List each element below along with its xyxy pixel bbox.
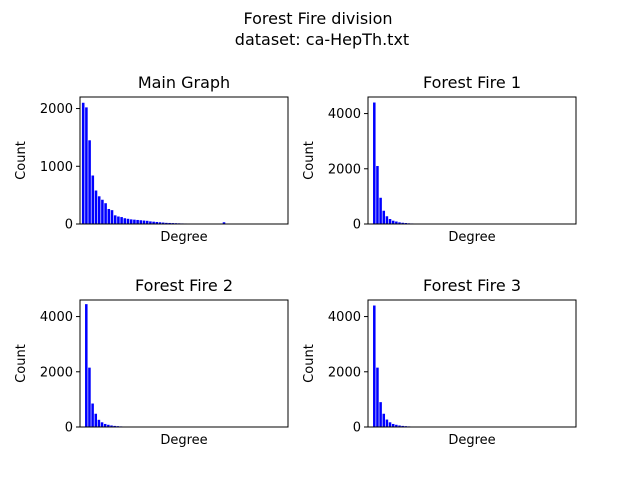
bar — [391, 423, 395, 427]
bar — [100, 422, 104, 427]
bar — [94, 413, 98, 427]
bar — [107, 208, 111, 224]
bar — [155, 221, 159, 224]
bar — [88, 140, 91, 224]
x-axis-label: Degree — [448, 230, 495, 245]
bar — [152, 221, 155, 224]
y-tick-label: 2000 — [328, 162, 361, 177]
y-tick-label: 0 — [353, 421, 361, 436]
bar — [107, 424, 110, 427]
subplot-title: Main Graph — [138, 73, 230, 92]
y-tick-label: 0 — [353, 218, 361, 233]
bar — [81, 102, 85, 224]
subplot-title: Forest Fire 3 — [423, 276, 521, 295]
y-axis-label: Count — [14, 344, 29, 383]
bar — [165, 222, 168, 224]
bar — [398, 222, 401, 224]
plot-frame — [79, 96, 289, 225]
subplot-title: Forest Fire 2 — [135, 276, 233, 295]
plot-frame — [367, 96, 577, 225]
bar — [161, 222, 165, 224]
bar — [123, 218, 127, 224]
bar — [401, 425, 404, 427]
y-tick-label: 4000 — [328, 310, 361, 325]
bar — [401, 222, 404, 224]
bar — [97, 419, 101, 427]
bar — [395, 221, 398, 224]
x-axis-label: Degree — [160, 230, 207, 245]
y-tick-label: 0 — [65, 218, 73, 233]
bar — [113, 215, 117, 224]
x-axis-label: Degree — [160, 433, 207, 448]
bar — [385, 419, 389, 427]
bar — [103, 423, 107, 427]
y-tick-label: 2000 — [328, 365, 361, 380]
figure-title-line1: Forest Fire division — [243, 9, 392, 28]
y-axis-label: Count — [14, 141, 29, 180]
bar — [379, 402, 382, 427]
bar — [395, 424, 398, 427]
subplot-main-graph: 0 1000 2000 Main Graph Degree Count — [14, 73, 289, 245]
bar — [388, 219, 392, 224]
bar — [373, 102, 376, 224]
y-axis-label: Count — [302, 344, 317, 383]
y-tick-label: 1000 — [40, 160, 73, 175]
bar — [110, 210, 114, 224]
bar — [85, 107, 88, 224]
bar — [91, 175, 95, 224]
y-tick-label: 4000 — [40, 310, 73, 325]
bar — [120, 217, 123, 224]
bar — [104, 203, 107, 224]
y-tick-label: 4000 — [328, 107, 361, 122]
bar — [158, 222, 162, 224]
subplot-forest-fire-3: 0 2000 4000 Forest Fire 3 Degree Count — [302, 276, 577, 448]
bar — [85, 304, 88, 427]
bar — [129, 219, 133, 224]
subplot-forest-fire-1: 0 2000 4000 Forest Fire 1 Degree Count — [302, 73, 577, 245]
bar — [133, 219, 136, 224]
bar — [222, 222, 226, 224]
bar — [388, 422, 392, 427]
bar — [126, 218, 130, 224]
bar — [101, 199, 104, 224]
bar — [379, 197, 382, 224]
bar — [382, 413, 386, 427]
subplot-title: Forest Fire 1 — [423, 73, 521, 92]
figure-title-line2: dataset: ca-HepTh.txt — [235, 30, 409, 49]
plot-frame — [367, 299, 577, 428]
y-tick-label: 2000 — [40, 365, 73, 380]
bar — [398, 425, 401, 427]
bar — [97, 196, 101, 224]
y-tick-label: 0 — [65, 421, 73, 436]
bar — [117, 216, 120, 224]
bar — [149, 221, 152, 224]
bar — [88, 367, 91, 427]
bar — [376, 367, 379, 427]
bar — [382, 210, 386, 224]
bar — [142, 220, 146, 224]
x-axis-label: Degree — [448, 433, 495, 448]
bar — [139, 220, 143, 224]
bar — [136, 219, 139, 224]
bar — [376, 166, 379, 224]
y-axis-label: Count — [302, 141, 317, 180]
bar — [168, 222, 171, 224]
bar — [94, 190, 98, 224]
bar — [110, 425, 113, 427]
bar — [113, 425, 116, 427]
plot-frame — [79, 299, 289, 428]
bar — [145, 220, 149, 224]
subplot-forest-fire-2: 0 2000 4000 Forest Fire 2 Degree Count — [14, 276, 289, 448]
y-tick-label: 2000 — [40, 102, 73, 117]
bar — [391, 220, 395, 224]
bar — [385, 216, 389, 224]
bar — [91, 403, 94, 427]
bar — [373, 305, 376, 427]
